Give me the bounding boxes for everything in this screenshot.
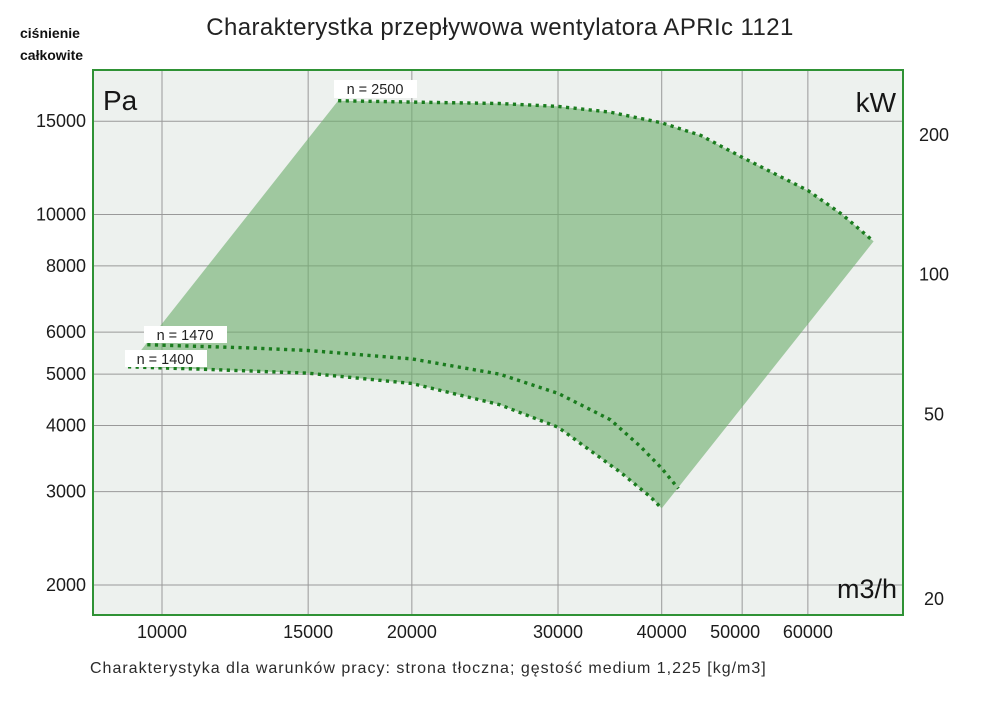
y-left-tick-label: 2000 — [46, 575, 86, 595]
tick-labels: 15000 10000 8000 6000 5000 4000 3000 2000 10000 1… — [36, 111, 949, 642]
y-left-tick-label: 15000 — [36, 111, 86, 131]
x-tick-label: 40000 — [637, 622, 687, 642]
x-tick-label: 30000 — [533, 622, 583, 642]
x-tick-label: 10000 — [137, 622, 187, 642]
curve-n2500 — [338, 99, 875, 243]
x-tick-label: 50000 — [710, 622, 760, 642]
plot-border — [92, 69, 904, 616]
y-right-tick-label: 20 — [924, 589, 944, 609]
curve-label-box — [125, 350, 207, 367]
chart-title: Charakterystka przepływowa wentylatora A… — [206, 14, 794, 41]
y-right-tick-label: 50 — [924, 404, 944, 424]
kw-unit-label: kW — [856, 87, 897, 118]
operating-envelope — [128, 100, 874, 509]
x-tick-label: 60000 — [783, 622, 833, 642]
y-left-tick-label: 8000 — [46, 256, 86, 276]
y-left-tick-label: 3000 — [46, 482, 86, 502]
annotation-line-2: całkowite — [20, 47, 84, 63]
pressure-axis-annotation: ciśnienie całkowite — [20, 22, 83, 66]
curve-label: n = 1400 — [137, 352, 194, 368]
y-left-tick-label: 5000 — [46, 364, 86, 384]
envelope-fill — [128, 100, 874, 509]
y-left-tick-label: 10000 — [36, 205, 86, 225]
flow-unit-label: m3/h — [837, 574, 897, 604]
curve-n1470 — [147, 343, 680, 490]
curve-labels: n = 2500 n = 1470 n = 1400 — [125, 80, 417, 368]
curve-label-box — [144, 326, 227, 343]
curve-label: n = 2500 — [347, 82, 404, 98]
y-right-tick-label: 200 — [919, 125, 949, 145]
y-left-tick-label: 6000 — [46, 322, 86, 342]
annotation-line-1: ciśnienie — [20, 25, 80, 41]
x-tick-label: 15000 — [283, 622, 333, 642]
pa-unit-label: Pa — [103, 85, 138, 116]
footer-caption: Charakterystyka dla warunków pracy: stro… — [90, 660, 767, 677]
speed-curves — [127, 99, 875, 510]
y-left-tick-label: 4000 — [46, 415, 86, 435]
curve-label-box — [334, 80, 417, 98]
y-right-tick-label: 100 — [919, 265, 949, 285]
curve-label: n = 1470 — [157, 328, 214, 344]
curve-n1400 — [127, 365, 663, 510]
x-tick-label: 20000 — [387, 622, 437, 642]
